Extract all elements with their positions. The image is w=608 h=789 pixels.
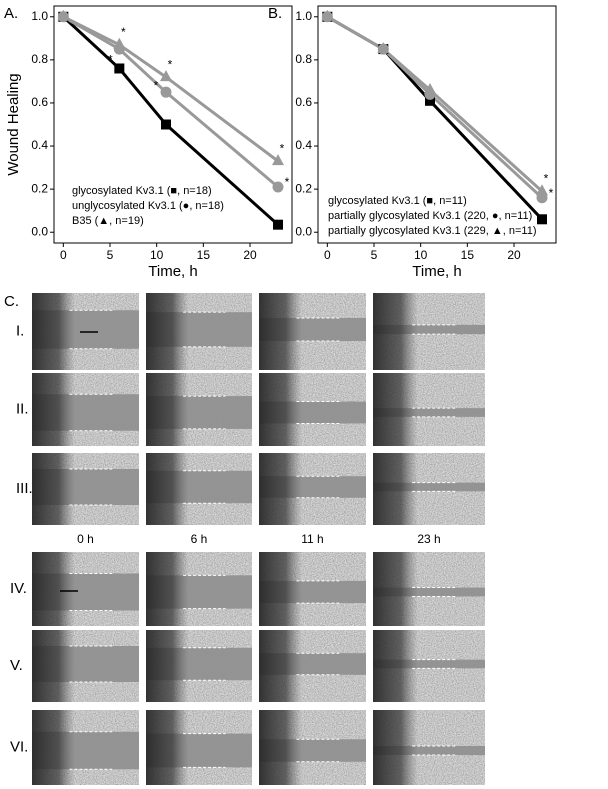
y-tick-label: 0.2 xyxy=(295,181,312,195)
marker xyxy=(113,37,126,49)
edge-shadow xyxy=(373,453,485,525)
series-line xyxy=(62,15,279,163)
time-label: 0 h xyxy=(77,532,94,546)
edge-shadow xyxy=(259,630,366,702)
edge-shadow xyxy=(146,710,252,785)
marker xyxy=(425,95,435,106)
marker xyxy=(160,86,172,98)
x-tick-label: 20 xyxy=(243,248,257,262)
x-axis-label: Time, h xyxy=(412,263,461,280)
y-tick-label: 0.4 xyxy=(31,138,48,152)
x-tick-label: 0 xyxy=(324,248,331,262)
row-label: VI. xyxy=(10,738,28,755)
x-tick-label: 0 xyxy=(60,248,67,262)
edge-shadow xyxy=(259,552,366,626)
x-tick-label: 15 xyxy=(461,248,475,262)
annotation: * xyxy=(280,141,285,155)
edge-shadow xyxy=(32,373,139,446)
x-tick-label: 10 xyxy=(414,248,428,262)
edge-shadow xyxy=(32,453,139,525)
annotation: * xyxy=(544,171,549,185)
edge-shadow xyxy=(373,293,485,370)
marker xyxy=(57,9,70,21)
series-line xyxy=(326,15,544,221)
series-line xyxy=(326,15,544,193)
edge-shadow xyxy=(32,552,139,626)
y-tick-label: 0.4 xyxy=(295,138,312,152)
y-tick-label: 0.8 xyxy=(31,52,48,66)
annotation: * xyxy=(154,78,159,92)
edge-shadow xyxy=(146,293,252,370)
legend-entry: partially glycosylated Kv3.1 (229, ▲, n=… xyxy=(328,225,536,237)
row-label: IV. xyxy=(10,580,27,597)
marker xyxy=(273,219,283,230)
x-tick-label: 20 xyxy=(507,248,521,262)
y-axis-label: Wound Healing xyxy=(5,73,22,175)
edge-shadow xyxy=(373,710,485,785)
edge-shadow xyxy=(259,293,366,370)
plot-frame xyxy=(317,5,557,244)
annotation: * xyxy=(285,175,290,189)
marker xyxy=(424,83,436,95)
time-label: 11 h xyxy=(301,532,323,546)
legend-entry: glycosylated Kv3.1 (■, n=11) xyxy=(328,195,467,207)
edge-shadow xyxy=(32,630,139,702)
plot-frame xyxy=(53,5,293,244)
marker xyxy=(114,63,125,74)
marker xyxy=(537,214,547,225)
marker xyxy=(321,9,334,21)
y-tick-label: 1.0 xyxy=(295,9,312,23)
edge-shadow xyxy=(373,373,485,446)
time-label: 23 h xyxy=(417,532,440,546)
x-axis-label: Time, h xyxy=(148,263,197,280)
time-label: 6 h xyxy=(191,532,208,546)
edge-shadow xyxy=(259,453,366,525)
marker xyxy=(272,181,284,193)
y-tick-label: 0.6 xyxy=(31,95,48,109)
marker xyxy=(161,119,171,130)
y-tick-label: 0.0 xyxy=(295,224,312,238)
y-tick-label: 0.6 xyxy=(295,95,312,109)
series-line xyxy=(62,15,280,226)
legend-entry: glycosylated Kv3.1 (■, n=18) xyxy=(72,185,212,197)
annotation: * xyxy=(108,53,113,67)
annotation: * xyxy=(121,25,126,39)
row-label: V. xyxy=(10,657,23,674)
row-label: II. xyxy=(16,400,29,417)
edge-shadow xyxy=(146,453,252,525)
annotation: * xyxy=(168,57,173,71)
panel-label: C. xyxy=(4,293,19,310)
edge-shadow xyxy=(259,710,366,785)
y-tick-label: 0.2 xyxy=(31,181,48,195)
panel-label: B. xyxy=(268,5,282,22)
row-label: III. xyxy=(16,480,33,497)
x-tick-label: 5 xyxy=(107,248,114,262)
series-line xyxy=(62,15,279,189)
y-tick-label: 0.0 xyxy=(31,224,48,238)
panel-label: A. xyxy=(4,5,18,22)
edge-shadow xyxy=(259,373,366,446)
marker xyxy=(536,184,548,196)
y-tick-label: 1.0 xyxy=(31,9,48,23)
edge-shadow xyxy=(146,373,252,446)
x-tick-label: 10 xyxy=(150,248,164,262)
annotation: * xyxy=(549,186,554,200)
edge-shadow xyxy=(32,710,139,785)
edge-shadow xyxy=(146,552,252,626)
legend-entry: B35 (▲, n=19) xyxy=(72,215,144,227)
y-tick-label: 0.8 xyxy=(295,52,312,66)
marker xyxy=(377,42,390,54)
edge-shadow xyxy=(146,630,252,702)
legend-entry: unglycosylated Kv3.1 (●, n=18) xyxy=(72,200,224,212)
edge-shadow xyxy=(373,552,485,626)
marker xyxy=(160,70,172,82)
marker xyxy=(272,154,284,166)
legend-entry: partially glycosylated Kv3.1 (220, ●, n=… xyxy=(328,210,532,222)
edge-shadow xyxy=(373,630,485,702)
x-tick-label: 5 xyxy=(371,248,378,262)
row-label: I. xyxy=(16,322,24,339)
x-tick-label: 15 xyxy=(197,248,211,262)
